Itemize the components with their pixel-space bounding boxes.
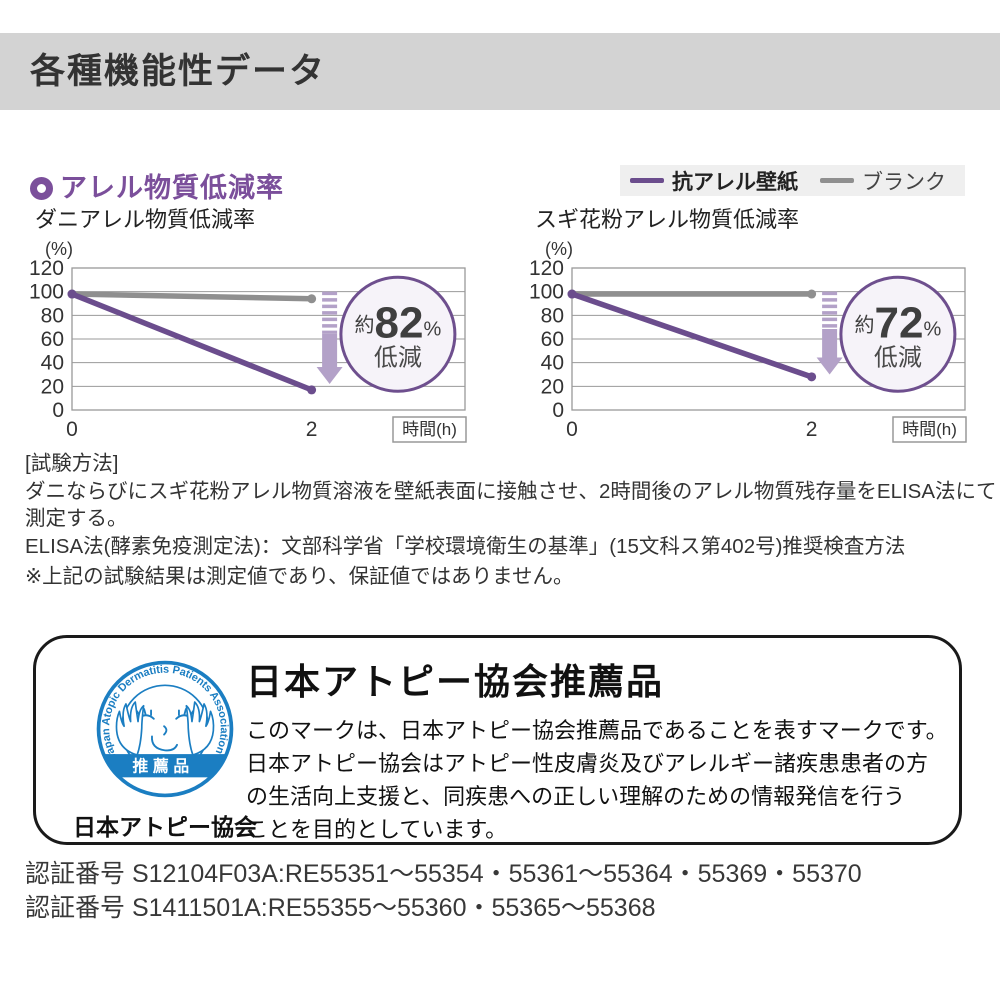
association-text: 日本アトピー協会推薦品 このマークは、日本アトピー協会推薦品であることを表すマー… <box>246 653 956 846</box>
association-box: 推薦品 Japan Atopic Dermatitis Patients Ass… <box>33 635 962 845</box>
certification-line: 認証番号 S12104F03A:RE55351〜55354・55361〜5536… <box>25 860 862 888</box>
reduction-badge <box>339 275 457 393</box>
chart-legend: 抗アレル壁紙 ブランク <box>620 165 965 196</box>
plot-border <box>571 267 966 411</box>
association-body-line: このマークは、日本アトピー協会推薦品であることを表すマークです。 <box>246 718 948 743</box>
y-tick-label: 80 <box>41 304 64 327</box>
y-unit-label: (%) <box>45 239 73 259</box>
test-method-line: ELISA法(酵素免疫測定法)：文部科学省「学校環境衛生の基準」(15文科ス第4… <box>25 534 906 558</box>
certification-numbers: 認証番号 S12104F03A:RE55351〜55354・55361〜5536… <box>25 858 862 925</box>
association-body: このマークは、日本アトピー協会推薦品であることを表すマークです。 日本アトピー協… <box>246 714 956 846</box>
badge-value: 約72% <box>855 298 942 347</box>
badge-label: 低減 <box>374 344 422 371</box>
logo-badge-text: 推薦品 <box>132 756 193 775</box>
series-line-0 <box>69 291 315 393</box>
series-line-0 <box>569 291 815 380</box>
logo-badge-band <box>99 754 231 778</box>
y-tick-label: 100 <box>529 281 564 304</box>
legend-label-antiallergen: 抗アレル壁紙 <box>672 170 798 194</box>
y-tick-label: 40 <box>41 352 64 375</box>
series-line-1 <box>69 291 315 302</box>
y-tick-label: 20 <box>541 375 564 398</box>
y-tick-label: 60 <box>541 328 564 351</box>
data-point <box>307 385 317 395</box>
reduction-badge <box>839 275 957 393</box>
test-method-heading: [試験方法] <box>25 452 119 475</box>
x-tick-label: 0 <box>66 418 78 441</box>
certification-line: 認証番号 S1411501A:RE55355〜55360・55365〜55368 <box>25 893 656 922</box>
test-method-line: ダニならびにスギ花粉アレル物質溶液を壁紙表面に接触させ、2時間後のアレル物質残存… <box>25 479 997 531</box>
association-body-line: の生活向上支援と、同疾患への正しい理解のための情報発信を行う <box>246 784 906 809</box>
logo-caption: 日本アトピー協会 <box>73 814 257 840</box>
data-point <box>307 294 317 304</box>
section-bullet-icon <box>30 177 53 200</box>
x-axis-unit-box <box>892 416 967 443</box>
y-tick-label: 120 <box>29 257 64 280</box>
data-point <box>67 289 77 299</box>
arrow-head-icon <box>816 357 843 375</box>
badge-label: 低減 <box>874 344 922 371</box>
arrow-head-icon <box>316 366 343 384</box>
page-title: 各種機能性データ <box>30 52 327 91</box>
x-axis-unit-box <box>392 416 467 443</box>
y-tick-label: 40 <box>541 352 564 375</box>
data-point <box>807 372 817 382</box>
data-point <box>807 289 817 299</box>
association-body-line: ことを目的としています。 <box>246 817 508 842</box>
y-tick-label: 120 <box>529 257 564 280</box>
y-tick-label: 0 <box>52 399 64 422</box>
legend-line-antiallergen-icon <box>630 178 664 183</box>
y-tick-label: 0 <box>552 399 564 422</box>
plot-border <box>71 267 466 411</box>
y-unit-label: (%) <box>545 239 573 259</box>
section-title: アレル物質低減率 <box>60 173 284 203</box>
test-method-note: ※上記の試験結果は測定値であり、保証値ではありません。 <box>25 565 574 588</box>
x-axis-unit-label: 時間(h) <box>402 420 457 439</box>
association-title: 日本アトピー協会推薦品 <box>246 661 665 702</box>
y-tick-label: 100 <box>29 281 64 304</box>
x-tick-label: 2 <box>806 418 818 441</box>
x-tick-label: 2 <box>306 418 318 441</box>
y-tick-label: 80 <box>541 304 564 327</box>
association-body-line: 日本アトピー協会はアトピー性皮膚炎及びアレルギー諸疾患患者の方 <box>246 751 929 776</box>
header-bar: 各種機能性データ <box>0 33 1000 110</box>
association-logo-image: 推薦品 Japan Atopic Dermatitis Patients Ass… <box>96 660 234 798</box>
association-logo: 推薦品 Japan Atopic Dermatitis Patients Ass… <box>64 650 266 842</box>
badge-value: 約82% <box>355 298 442 347</box>
y-tick-label: 20 <box>41 375 64 398</box>
test-method-block: [試験方法] ダニならびにスギ花粉アレル物質溶液を壁紙表面に接触させ、2時間後の… <box>25 450 1000 591</box>
x-tick-label: 0 <box>566 418 578 441</box>
chart-title-mite: ダニアレル物質低減率 <box>35 207 256 232</box>
chart-title-cedar-pollen: スギ花粉アレル物質低減率 <box>535 207 800 232</box>
y-tick-label: 60 <box>41 328 64 351</box>
data-point <box>567 289 577 299</box>
legend-label-blank: ブランク <box>862 170 946 194</box>
x-axis-unit-label: 時間(h) <box>902 420 957 439</box>
legend-line-blank-icon <box>820 178 854 183</box>
